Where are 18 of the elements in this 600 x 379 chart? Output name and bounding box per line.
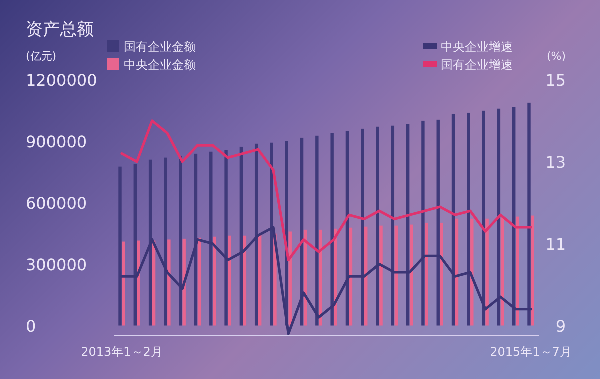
legend-label: 国有企业增速	[441, 58, 513, 72]
legend-label: 中央企业增速	[441, 40, 513, 54]
y-tick-label: 1200000	[26, 71, 98, 90]
y-axis-title: (亿元)	[26, 50, 57, 63]
y2-tick-label: 9	[556, 316, 566, 336]
x-tick-label: 2013年1～2月	[81, 345, 163, 359]
y2-tick-label: 15	[546, 71, 566, 90]
y2-tick-label: 11	[546, 234, 566, 254]
y-tick-label: 300000	[26, 255, 88, 274]
legend-label: 国有企业金额	[124, 40, 196, 54]
y-tick-label: 900000	[26, 132, 88, 152]
x-tick-label: 2015年1～7月	[490, 345, 572, 359]
y-tick-label: 0	[26, 316, 36, 336]
y2-tick-label: 13	[546, 152, 566, 172]
legend-label: 中央企业金额	[124, 58, 196, 72]
y-tick-label: 600000	[26, 194, 88, 213]
chart-title: 资产总额	[26, 20, 94, 40]
y2-axis-title: (%)	[546, 50, 566, 63]
